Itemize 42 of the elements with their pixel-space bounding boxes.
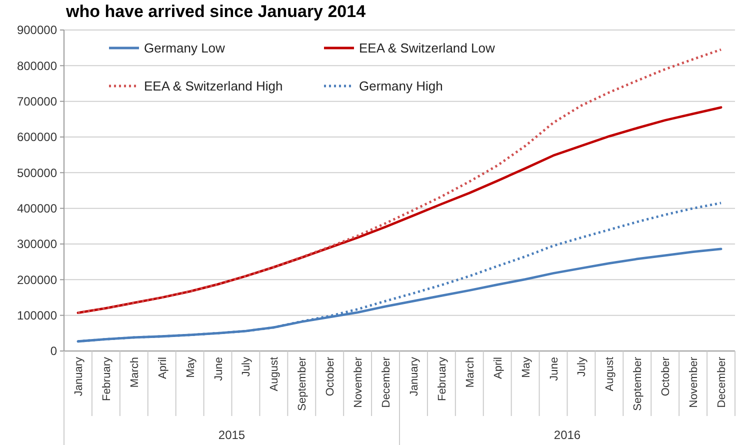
x-tick-label: March	[464, 357, 476, 388]
x-tick-label: February	[436, 356, 448, 402]
x-tick-label: December	[716, 356, 728, 408]
legend-label: EEA & Switzerland Low	[359, 40, 496, 56]
x-tick-label: January	[408, 356, 420, 396]
x-tick-label: January	[72, 356, 85, 396]
chart-title: who have arrived since January 2014	[65, 2, 366, 21]
y-tick-label: 600000	[16, 130, 58, 144]
x-tick-label: September	[632, 356, 644, 411]
text: 2015	[218, 428, 246, 442]
y-tick-label: 200000	[16, 272, 58, 287]
legend-label: Germany Low	[144, 40, 226, 56]
x-tick-label: February	[100, 356, 113, 402]
y-tick-label: 700000	[16, 94, 58, 109]
y-tick-label: 300000	[16, 237, 58, 252]
legend-label: EEA & Switzerland High	[144, 78, 283, 94]
x-tick-label: May	[520, 356, 532, 378]
line-series	[76, 106, 722, 314]
legend-label: Germany High	[359, 78, 443, 94]
x-tick-label: March	[128, 357, 141, 388]
y-tick-label: 0	[50, 344, 58, 358]
x-tick-label: September	[296, 356, 309, 411]
x-tick-label: August	[268, 357, 281, 392]
x-tick-label: June	[548, 357, 560, 381]
x-tick-label: July	[576, 356, 588, 377]
y-tick-label: 400000	[16, 202, 58, 216]
x-tick-label: December	[380, 356, 393, 408]
x-tick-label: October	[660, 356, 672, 396]
x-tick-label: October	[324, 356, 337, 396]
x-tick-label: April	[492, 357, 504, 380]
y-tick-label: 100000	[16, 308, 58, 323]
x-tick-label: November	[688, 356, 700, 408]
y-tick-label: 500000	[16, 166, 58, 180]
x-tick-label: April	[156, 357, 169, 380]
y-tick-label: 900000	[16, 23, 58, 38]
x-tick-label: November	[352, 356, 365, 408]
x-tick-label: August	[604, 357, 616, 392]
text: 2016	[554, 428, 581, 442]
y-tick-label: 800000	[16, 58, 58, 73]
x-tick-label: June	[212, 357, 225, 381]
x-tick-label: July	[240, 356, 253, 377]
x-tick-label: May	[184, 356, 197, 378]
